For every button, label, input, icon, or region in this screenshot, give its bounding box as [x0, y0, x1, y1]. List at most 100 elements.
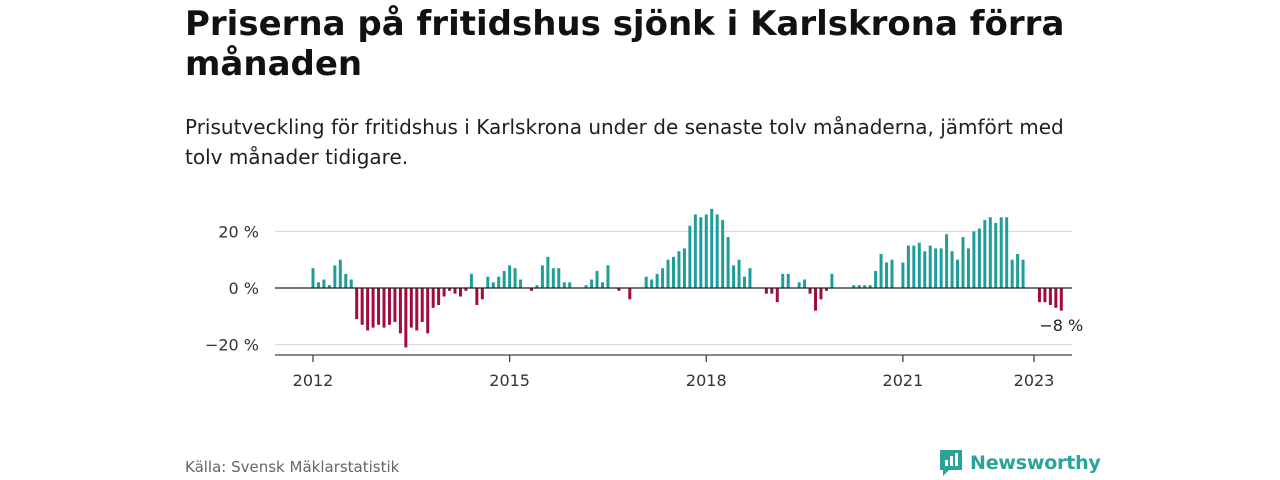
bar: [966, 248, 970, 288]
bar: [349, 279, 353, 288]
bar: [404, 288, 408, 348]
bar: [917, 242, 921, 288]
bar: [890, 259, 894, 288]
bar: [764, 288, 768, 294]
bar: [366, 288, 370, 331]
bar: [934, 248, 938, 288]
bar: [486, 276, 490, 288]
brand-name: Newsworthy: [970, 452, 1101, 474]
bar: [437, 288, 441, 305]
bar: [355, 288, 359, 320]
bar: [863, 285, 867, 288]
bar: [327, 285, 331, 288]
bar: [688, 225, 692, 288]
bar: [1037, 288, 1041, 303]
bar: [595, 271, 599, 288]
bar: [398, 288, 402, 334]
bar: [786, 273, 790, 288]
bar: [387, 288, 391, 325]
bar: [715, 214, 719, 288]
bar: [830, 273, 834, 288]
bar: [879, 254, 883, 288]
bar: [508, 265, 512, 288]
bar: [617, 288, 621, 291]
bar: [945, 234, 949, 288]
bar: [480, 288, 484, 300]
axes: 20 % 0 % −20 % 2012 2015 2018 2021 2023 −8 %: [205, 222, 1083, 390]
bar: [655, 273, 659, 288]
bar: [677, 251, 681, 288]
bar: [1059, 288, 1063, 311]
bar: [393, 288, 397, 322]
bar: [420, 288, 424, 322]
bar: [344, 273, 348, 288]
bar: [874, 271, 878, 288]
bar: [961, 237, 965, 288]
bar: [382, 288, 386, 328]
bar: [999, 217, 1003, 288]
bar-chart: 20 % 0 % −20 % 2012 2015 2018 2021 2023 −8 %: [205, 208, 1083, 390]
bar: [923, 251, 927, 288]
bar: [606, 265, 610, 288]
y-tick-label: 20 %: [218, 222, 259, 241]
chart-title: Priserna på fritidshus sjönk i Karlskron…: [185, 4, 1065, 84]
bar: [426, 288, 430, 334]
bar: [977, 228, 981, 288]
bar: [797, 282, 801, 288]
bar: [338, 259, 342, 288]
bar: [699, 217, 703, 288]
bar: [551, 268, 555, 288]
newsworthy-icon: [940, 450, 962, 476]
bar: [497, 276, 501, 288]
bar: [906, 245, 910, 288]
bar: [491, 282, 495, 288]
bar: [1016, 254, 1020, 288]
bar: [371, 288, 375, 328]
bar: [513, 268, 517, 288]
y-tick-label: −20 %: [205, 336, 259, 355]
bar: [852, 285, 856, 288]
bar: [912, 245, 916, 288]
bar: [650, 279, 654, 288]
bar: [333, 265, 337, 288]
bar: [431, 288, 435, 308]
bar: [743, 276, 747, 288]
bars: [311, 208, 1063, 348]
bar: [737, 259, 741, 288]
bar: [1005, 217, 1009, 288]
bar: [360, 288, 364, 325]
x-tick-label: 2015: [489, 371, 530, 390]
bar: [464, 288, 468, 291]
bar: [661, 268, 665, 288]
bar: [819, 288, 823, 300]
bar: [857, 285, 861, 288]
bar: [311, 268, 315, 288]
newsworthy-logo[interactable]: Newsworthy: [938, 448, 1101, 478]
bar: [469, 273, 473, 288]
bar: [666, 259, 670, 288]
bar: [710, 208, 714, 288]
bar: [983, 220, 987, 288]
bar: [988, 217, 992, 288]
bar: [557, 268, 561, 288]
bar: [584, 285, 588, 288]
bar: [885, 262, 889, 288]
bar: [950, 251, 954, 288]
gridlines: [275, 230, 1072, 346]
bar: [693, 214, 697, 288]
bar: [781, 273, 785, 288]
bar: [502, 271, 506, 288]
bar: [672, 256, 675, 288]
x-tick-label: 2018: [686, 371, 727, 390]
bar: [1054, 288, 1058, 308]
bar: [814, 288, 818, 311]
bar: [939, 248, 943, 288]
bar: [590, 279, 594, 288]
bar: [704, 214, 708, 288]
bar: [475, 288, 479, 305]
bar: [415, 288, 419, 331]
bar: [682, 248, 686, 288]
bar: [808, 288, 812, 294]
bar: [409, 288, 413, 328]
y-tick-label: 0 %: [229, 279, 259, 298]
